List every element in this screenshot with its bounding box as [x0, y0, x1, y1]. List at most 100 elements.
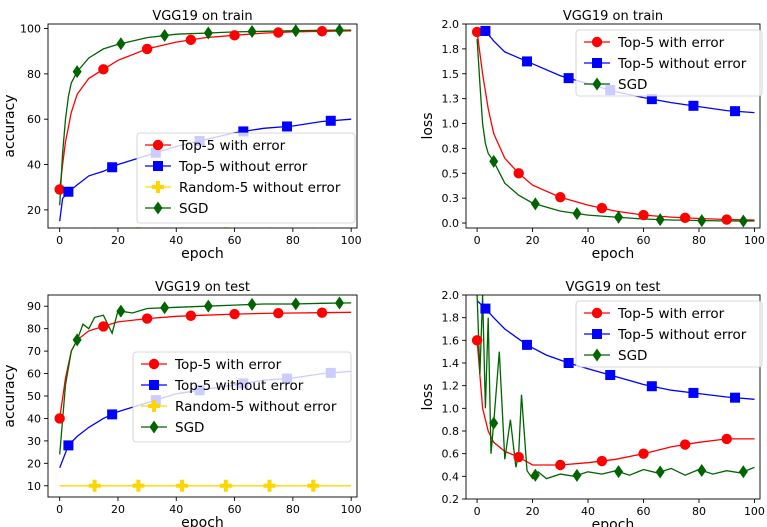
chart-2-ytick-label: 1.3 [442, 93, 460, 106]
chart-2-point-top-5-without-error-1 [480, 25, 491, 36]
chart-1-ytick-label: 60 [27, 113, 41, 126]
chart-4-point-top-5-without-error-2 [522, 339, 533, 350]
chart-1-legend-marker-random-5-without-error [152, 181, 164, 193]
chart-1-point-sgd-6 [291, 24, 301, 38]
chart-1-xtick-label: 80 [286, 234, 300, 247]
chart-3-point-sgd-7 [335, 296, 345, 310]
chart-1-point-top-5-with-error-2 [98, 64, 109, 75]
chart-2-point-top-5-with-error-2 [513, 168, 524, 179]
chart-3-xtick-label: 40 [169, 503, 183, 516]
chart-2-legend-label-sgd: SGD [618, 77, 647, 93]
chart-2-frame [465, 23, 761, 229]
chart-4-xtick-label: 40 [581, 505, 595, 518]
chart-2-point-sgd-3 [572, 206, 582, 220]
chart-4-point-top-5-without-error-4 [605, 370, 616, 381]
chart-4-point-sgd-6 [697, 463, 707, 477]
chart-4-title: VGG19 on test [565, 280, 660, 295]
chart-3-markers-top-5-with-error [54, 307, 328, 424]
chart-2-point-top-5-without-error-7 [730, 106, 741, 117]
chart-2-xlabel: epoch [592, 246, 635, 262]
chart-2-point-top-5-with-error-3 [555, 191, 566, 203]
chart-1-legend-label-top-5-with-error: Top-5 with error [178, 138, 286, 154]
chart-3-point-sgd-5 [247, 297, 257, 311]
chart-2-point-top-5-without-error-5 [646, 94, 657, 105]
chart-4-ytick-label: 2.0 [442, 289, 460, 302]
chart-1-point-sgd-1 [72, 65, 82, 79]
chart-1-point-random-5-without-error-6 [311, 227, 316, 228]
chart-1-point-sgd-2 [116, 37, 126, 51]
chart-1-ylabel: accuracy [2, 94, 18, 157]
chart-3-xtick-label: 20 [111, 503, 125, 516]
chart-3-legend-label-sgd: SGD [175, 420, 204, 436]
chart-3-point-sgd-2 [116, 304, 126, 318]
chart-3-ytick-label: 40 [27, 412, 41, 425]
chart-4-xtick-label: 0 [474, 505, 481, 518]
chart-1-ytick-label: 40 [27, 159, 41, 172]
chart-4-point-top-5-with-error-6 [679, 439, 691, 450]
chart-1-point-top-5-without-error-2 [107, 162, 118, 173]
chart-4-frame [465, 294, 761, 500]
chart-3-ytick-label: 30 [27, 435, 41, 448]
chart-3-point-random-5-without-error-5 [263, 479, 276, 492]
chart-4-markers-sgd [489, 416, 748, 482]
chart-1-xtick-label: 60 [228, 234, 242, 247]
chart-3-markers-random-5-without-error [88, 479, 320, 492]
chart-2-markers-sgd [489, 154, 748, 228]
chart-1-line-random-5-without-error [59, 227, 61, 228]
chart-4-point-top-5-without-error-3 [563, 358, 574, 368]
chart-1-point-random-5-without-error-1 [92, 227, 97, 228]
chart-4-legend-label-top-5-without-error: Top-5 without error [617, 327, 747, 343]
chart-3-legend: Top-5 with error Top-5 without error Rando… [132, 351, 352, 443]
chart-3-xtick-label: 80 [286, 503, 300, 516]
chart-1-xtick-label: 100 [341, 234, 362, 247]
chart-3-point-top-5-with-error-1 [54, 413, 65, 424]
chart-3-ytick-label: 10 [27, 480, 41, 493]
chart-4-xtick-label: 100 [744, 505, 765, 518]
chart-1-legend-marker-sgd [153, 201, 163, 215]
chart-4-point-top-5-with-error-3 [555, 459, 566, 471]
chart-4-point-top-5-without-error-1 [480, 303, 491, 314]
chart-2-legend-label-top-5-with-error: Top-5 with error [617, 35, 725, 51]
chart-1-point-top-5-with-error-7 [316, 26, 328, 37]
chart-1-legend-marker-top-5-without-error [153, 161, 163, 171]
chart-2-point-top-5-without-error-2 [522, 56, 533, 67]
chart-2-point-top-5-with-error-6 [679, 212, 691, 223]
chart-1-ytick-label: 100 [20, 23, 41, 36]
chart-4-xlabel: epoch [592, 517, 635, 527]
chart-3-point-random-5-without-error-3 [176, 479, 189, 492]
chart-3-title: VGG19 on test [155, 280, 250, 295]
chart-4-ytick-label: 1.8 [442, 312, 460, 325]
chart-1: 0 20 40 60 80 100 20 40 60 80 100 VGG19 on train epo… [2, 9, 362, 262]
chart-2-ylabel: loss [420, 112, 436, 139]
chart-1-markers-sgd [72, 24, 345, 79]
chart-1-ytick-label: 20 [27, 204, 41, 217]
chart-2-markers-top-5-with-error [471, 26, 732, 225]
chart-2-ytick-label: 1.5 [442, 68, 460, 81]
chart-3-point-random-5-without-error-6 [307, 479, 320, 492]
chart-3-ytick-label: 70 [27, 345, 41, 358]
chart-3-legend-box [132, 351, 352, 443]
chart-4-point-top-5-with-error-2 [513, 451, 524, 463]
chart-2-xtick-label: 100 [744, 234, 765, 247]
chart-4-point-sgd-7 [738, 465, 748, 479]
chart-4-xtick-label: 80 [692, 505, 706, 518]
chart-2-point-sgd-5 [655, 213, 665, 227]
chart-2-point-top-5-with-error-7 [721, 214, 732, 225]
chart-3-legend-marker-sgd [149, 420, 159, 434]
chart-2: 0 20 40 60 80 100 0.0 0.3 0.5 0.8 1.0 1.3 1.5 1.8 2.0 V… [420, 9, 765, 262]
chart-3-point-top-5-with-error-2 [98, 321, 109, 332]
chart-2-xtick-label: 20 [526, 234, 540, 247]
chart-4-legend-box [575, 300, 763, 368]
chart-3-point-sgd-1 [72, 333, 82, 347]
chart-3-legend-marker-top-5-with-error [148, 358, 160, 370]
chart-2-ytick-label: 0.0 [442, 217, 460, 230]
chart-3-point-random-5-without-error-2 [132, 479, 145, 492]
chart-4-legend-marker-top-5-with-error [591, 307, 603, 319]
chart-4-ytick-label: 1.4 [442, 357, 460, 370]
chart-2-legend-box [575, 29, 763, 97]
chart-1-point-top-5-without-error-5 [238, 126, 249, 137]
chart-1-legend-label-random-5-without-error: Random-5 without error [179, 180, 341, 196]
chart-1-point-random-5-without-error-2 [136, 227, 141, 228]
chart-1-point-top-5-without-error-1 [63, 186, 74, 197]
